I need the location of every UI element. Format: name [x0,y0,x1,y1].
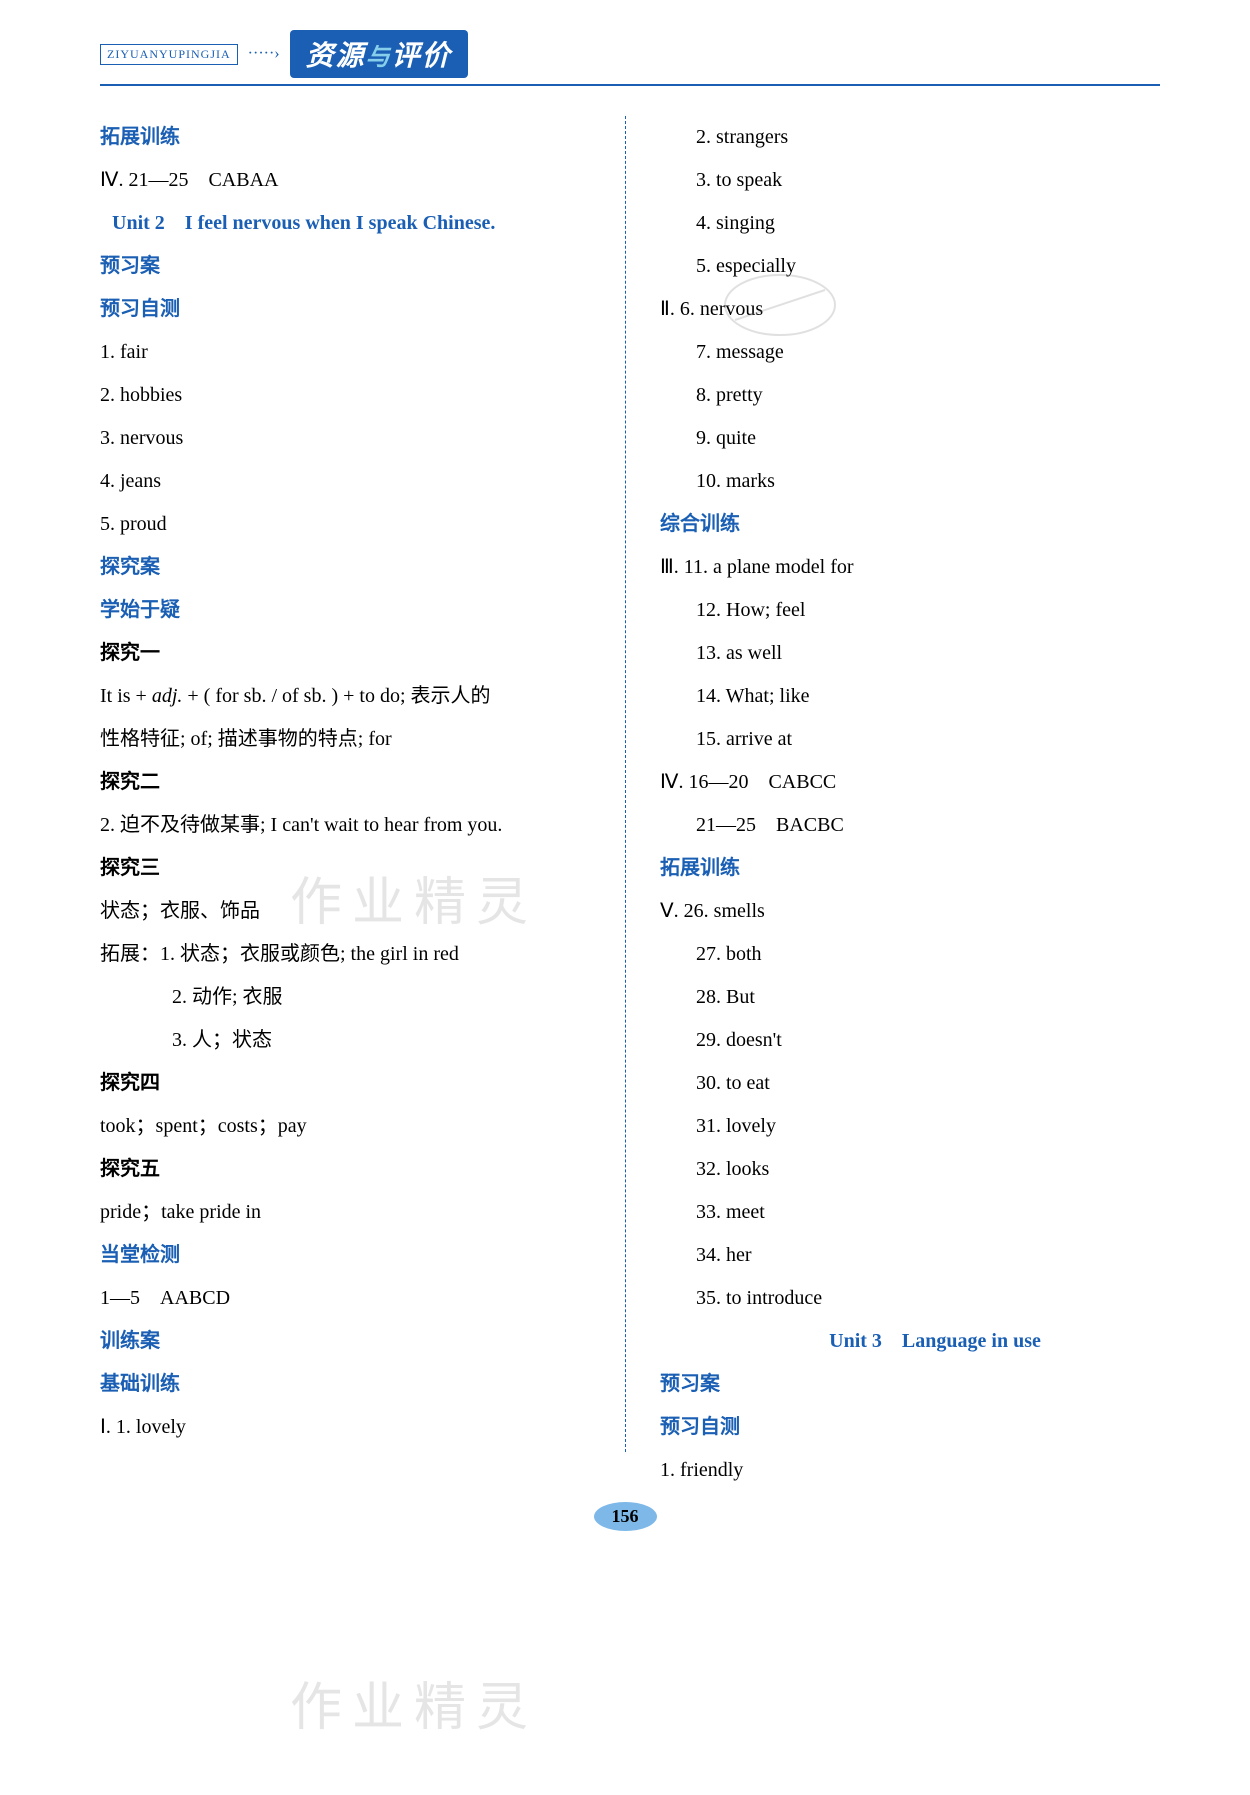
section-heading: 拓展训练 [100,116,610,159]
answer-line: 34. her [660,1234,1160,1277]
answer-line: Ⅱ. 6. nervous [660,288,1160,331]
content-area: 拓展训练 Ⅳ. 21—25 CABAA Unit 2 I feel nervou… [0,86,1250,1492]
unit-title: Unit 2 I feel nervous when I speak Chine… [100,202,610,245]
answer-line: 32. looks [660,1148,1160,1191]
section-heading: 训练案 [100,1320,610,1363]
answer-line: took；spent；costs；pay [100,1105,610,1148]
answer-line: 2. 迫不及待做某事; I can't wait to hear from yo… [100,804,610,847]
watermark-icon: 作业精灵 [290,1665,538,1740]
answer-line: 33. meet [660,1191,1160,1234]
answer-line: Ⅴ. 26. smells [660,890,1160,933]
answer-line: 7. message [660,331,1160,374]
answer-line: 拓展：1. 状态；衣服或颜色; the girl in red [100,933,610,976]
header-title-part1: 资源 [306,41,366,72]
sub-heading: 探究四 [100,1062,610,1105]
answer-line: 30. to eat [660,1062,1160,1105]
answer-line: 3. nervous [100,417,610,460]
answer-line: 31. lovely [660,1105,1160,1148]
header-title-part3: 评价 [392,41,452,72]
answer-line: 8. pretty [660,374,1160,417]
answer-line: It is + adj. + ( for sb. / of sb. ) + to… [100,675,610,718]
answer-line: 1. friendly [660,1449,1160,1492]
answer-line: 35. to introduce [660,1277,1160,1320]
answer-line: 4. singing [660,202,1160,245]
header-pinyin: ZIYUANYUPINGJIA [100,44,238,65]
section-heading: 拓展训练 [660,847,1160,890]
section-heading: 当堂检测 [100,1234,610,1277]
page-number: 156 [594,1502,657,1531]
unit-title: Unit 3 Language in use [660,1320,1160,1363]
answer-line: 5. especially [660,245,1160,288]
arrow-icon: ·····› [248,45,280,63]
section-heading: 预习案 [660,1363,1160,1406]
answer-line: 13. as well [660,632,1160,675]
page-footer: 156 [0,1502,1250,1531]
answer-line: 3. to speak [660,159,1160,202]
column-divider [625,116,626,1452]
section-heading: 预习案 [100,245,610,288]
answer-line: Ⅲ. 11. a plane model for [660,546,1160,589]
answer-line: 4. jeans [100,460,610,503]
answer-line: pride；take pride in [100,1191,610,1234]
answer-line: 5. proud [100,503,610,546]
header-title: 资源与评价 [290,30,468,78]
header-title-part2: 与 [366,45,392,71]
answer-line: 2. 动作; 衣服 [100,976,610,1019]
answer-line: 9. quite [660,417,1160,460]
answer-line: 1—5 AABCD [100,1277,610,1320]
answer-line: 3. 人；状态 [100,1019,610,1062]
answer-line: 14. What; like [660,675,1160,718]
answer-line: 性格特征; of; 描述事物的特点; for [100,718,610,761]
section-heading: 基础训练 [100,1363,610,1406]
answer-line: 28. But [660,976,1160,1019]
page-header: ZIYUANYUPINGJIA ·····› 资源与评价 [0,0,1250,88]
sub-heading: 探究二 [100,761,610,804]
answer-line: 29. doesn't [660,1019,1160,1062]
right-column: 2. strangers 3. to speak 4. singing 5. e… [630,116,1160,1492]
sub-heading: 探究三 [100,847,610,890]
section-heading: 预习自测 [660,1406,1160,1449]
answer-line: 10. marks [660,460,1160,503]
section-heading: 学始于疑 [100,589,610,632]
section-heading: 预习自测 [100,288,610,331]
answer-line: Ⅳ. 16—20 CABCC [660,761,1160,804]
section-heading: 探究案 [100,546,610,589]
answer-line: Ⅳ. 21—25 CABAA [100,159,610,202]
answer-line: 2. hobbies [100,374,610,417]
answer-line: 27. both [660,933,1160,976]
answer-line: 21—25 BACBC [660,804,1160,847]
answer-line: Ⅰ. 1. lovely [100,1406,610,1449]
answer-line: 15. arrive at [660,718,1160,761]
sub-heading: 探究一 [100,632,610,675]
section-heading: 综合训练 [660,503,1160,546]
left-column: 拓展训练 Ⅳ. 21—25 CABAA Unit 2 I feel nervou… [100,116,630,1492]
answer-line: 状态；衣服、饰品 [100,890,610,933]
answer-line: 1. fair [100,331,610,374]
sub-heading: 探究五 [100,1148,610,1191]
answer-line: 2. strangers [660,116,1160,159]
answer-line: 12. How; feel [660,589,1160,632]
